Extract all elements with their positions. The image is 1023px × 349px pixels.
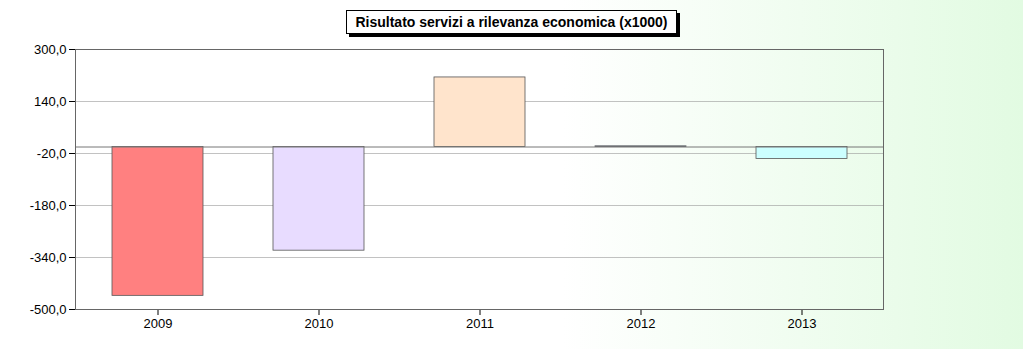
svg-text:140,0: 140,0	[34, 94, 67, 109]
svg-text:2009: 2009	[144, 316, 173, 331]
svg-text:-180,0: -180,0	[30, 198, 67, 213]
svg-text:2013: 2013	[788, 316, 817, 331]
svg-text:300,0: 300,0	[34, 42, 67, 57]
html-text:Risultato servizi a rilevanza: Risultato servizi a rilevanza economica …	[355, 14, 668, 30]
svg-text:-340,0: -340,0	[30, 250, 67, 265]
svg-text:2011: 2011	[466, 316, 494, 331]
svg-text:2010: 2010	[305, 316, 334, 331]
svg-text:2012: 2012	[627, 316, 656, 331]
svg-text:-500,0: -500,0	[30, 302, 67, 317]
svg-text:-20,0: -20,0	[37, 146, 67, 161]
